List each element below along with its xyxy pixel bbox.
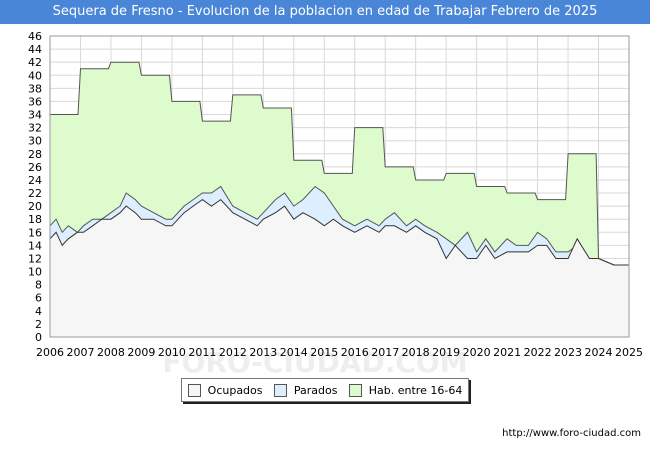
y-tick-label: 14 xyxy=(28,239,42,252)
legend-swatch-habitantes xyxy=(348,383,362,397)
x-tick-label: 2021 xyxy=(493,346,521,359)
x-tick-label: 2017 xyxy=(371,346,399,359)
x-tick-label: 2008 xyxy=(97,346,125,359)
series-areas xyxy=(49,61,629,337)
x-tick-label: 2006 xyxy=(36,346,64,359)
watermark-layer: FORO-CIUDAD.COM xyxy=(162,346,467,379)
x-tick-label: 2010 xyxy=(158,346,186,359)
legend-swatch-parados xyxy=(273,383,287,397)
y-tick-label: 2 xyxy=(35,318,42,331)
x-tick-label: 2019 xyxy=(432,346,460,359)
y-tick-label: 38 xyxy=(28,82,42,95)
series-area-ocupados xyxy=(50,199,629,337)
legend-item-parados: Parados xyxy=(273,383,338,397)
y-tick-label: 12 xyxy=(28,252,42,265)
y-tick-label: 16 xyxy=(28,226,42,239)
chart-title: Sequera de Fresno - Evolucion de la pobl… xyxy=(0,0,650,24)
x-tick-label: 2007 xyxy=(66,346,94,359)
y-tick-label: 20 xyxy=(28,200,42,213)
x-tick-label: 2016 xyxy=(341,346,369,359)
x-tick-label: 2023 xyxy=(554,346,582,359)
x-tick-label: 2013 xyxy=(249,346,277,359)
x-tick-label: 2014 xyxy=(280,346,308,359)
x-tick-label: 2025 xyxy=(615,346,643,359)
watermark: FORO-CIUDAD.COM xyxy=(162,346,467,379)
axes: 0246810121416182022242628303234363840424… xyxy=(28,30,643,359)
y-tick-label: 42 xyxy=(28,56,42,69)
y-tick-label: 22 xyxy=(28,187,42,200)
legend: Ocupados Parados Hab. entre 16-64 xyxy=(181,378,469,402)
y-tick-label: 44 xyxy=(28,43,42,56)
y-tick-label: 46 xyxy=(28,30,42,43)
y-tick-label: 30 xyxy=(28,135,42,148)
y-tick-label: 26 xyxy=(28,161,42,174)
legend-label-parados: Parados xyxy=(293,383,338,397)
y-tick-label: 8 xyxy=(35,279,42,292)
x-tick-label: 2024 xyxy=(585,346,613,359)
y-tick-label: 0 xyxy=(35,331,42,344)
legend-swatch-ocupados xyxy=(187,383,201,397)
y-tick-label: 18 xyxy=(28,213,42,226)
legend-label-ocupados: Ocupados xyxy=(207,383,263,397)
x-tick-label: 2022 xyxy=(524,346,552,359)
x-tick-label: 2020 xyxy=(463,346,491,359)
x-tick-label: 2009 xyxy=(127,346,155,359)
y-tick-label: 6 xyxy=(35,292,42,305)
y-tick-label: 32 xyxy=(28,122,42,135)
y-tick-label: 40 xyxy=(28,69,42,82)
series-line-hab-entre-16-64 xyxy=(50,61,629,266)
series-line-ocupados xyxy=(49,198,629,266)
y-tick-label: 34 xyxy=(28,109,42,122)
y-tick-label: 4 xyxy=(35,305,42,318)
legend-label-habitantes: Hab. entre 16-64 xyxy=(368,383,463,397)
series-line-parados xyxy=(49,185,629,266)
x-tick-label: 2012 xyxy=(219,346,247,359)
plot-border xyxy=(49,35,630,338)
footer-url[interactable]: http://www.foro-ciudad.com xyxy=(502,428,641,439)
x-tick-label: 2015 xyxy=(310,346,338,359)
x-tick-label: 2018 xyxy=(402,346,430,359)
y-tick-label: 36 xyxy=(28,95,42,108)
legend-item-ocupados: Ocupados xyxy=(187,383,263,397)
y-tick-label: 28 xyxy=(28,148,42,161)
x-tick-label: 2011 xyxy=(188,346,216,359)
legend-item-habitantes: Hab. entre 16-64 xyxy=(348,383,463,397)
y-tick-label: 10 xyxy=(28,266,42,279)
y-tick-label: 24 xyxy=(28,174,42,187)
